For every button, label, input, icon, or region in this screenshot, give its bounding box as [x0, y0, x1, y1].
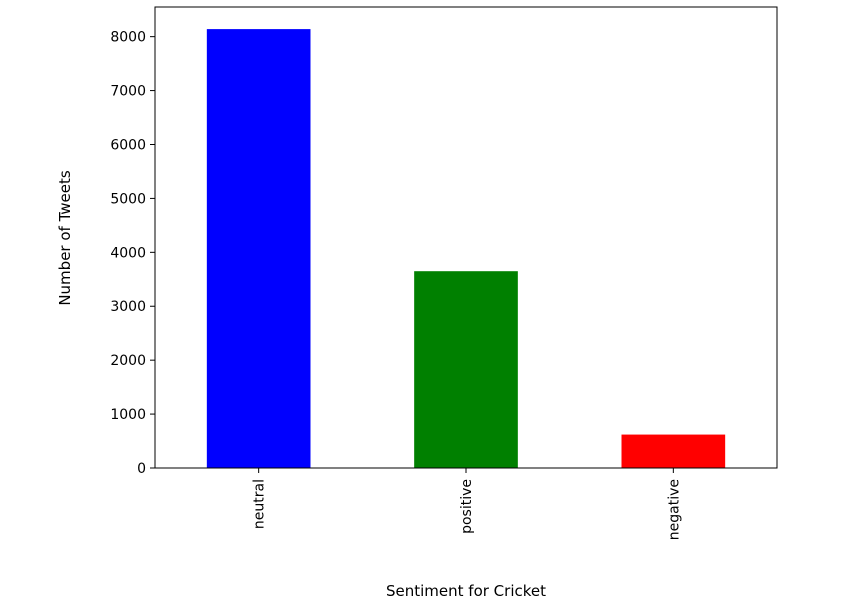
- y-tick-label: 7000: [110, 84, 146, 100]
- y-tick-label: 0: [137, 461, 146, 477]
- y-tick-label: 2000: [110, 353, 146, 369]
- x-tick-label-neutral: neutral: [252, 479, 268, 529]
- y-tick-label: 5000: [110, 191, 146, 207]
- bar-neutral: [206, 29, 311, 468]
- y-axis-label: Number of Tweets: [56, 170, 74, 306]
- x-tick-label-negative: negative: [666, 479, 682, 540]
- y-tick-label: 3000: [110, 299, 146, 315]
- x-axis: neutral positive negative: [252, 468, 682, 540]
- y-tick-label: 1000: [110, 407, 146, 423]
- x-axis-label: Sentiment for Cricket: [386, 582, 546, 600]
- y-tick-label: 8000: [110, 30, 146, 46]
- y-tick-label: 4000: [110, 245, 146, 261]
- y-axis: 0 1000 2000 3000 4000 5000 6000 7000 8000: [110, 30, 155, 477]
- y-tick-label: 6000: [110, 137, 146, 153]
- bar-positive: [414, 271, 518, 468]
- x-tick-label-positive: positive: [459, 479, 475, 534]
- bars-group: [206, 29, 726, 468]
- bar-negative: [621, 434, 726, 468]
